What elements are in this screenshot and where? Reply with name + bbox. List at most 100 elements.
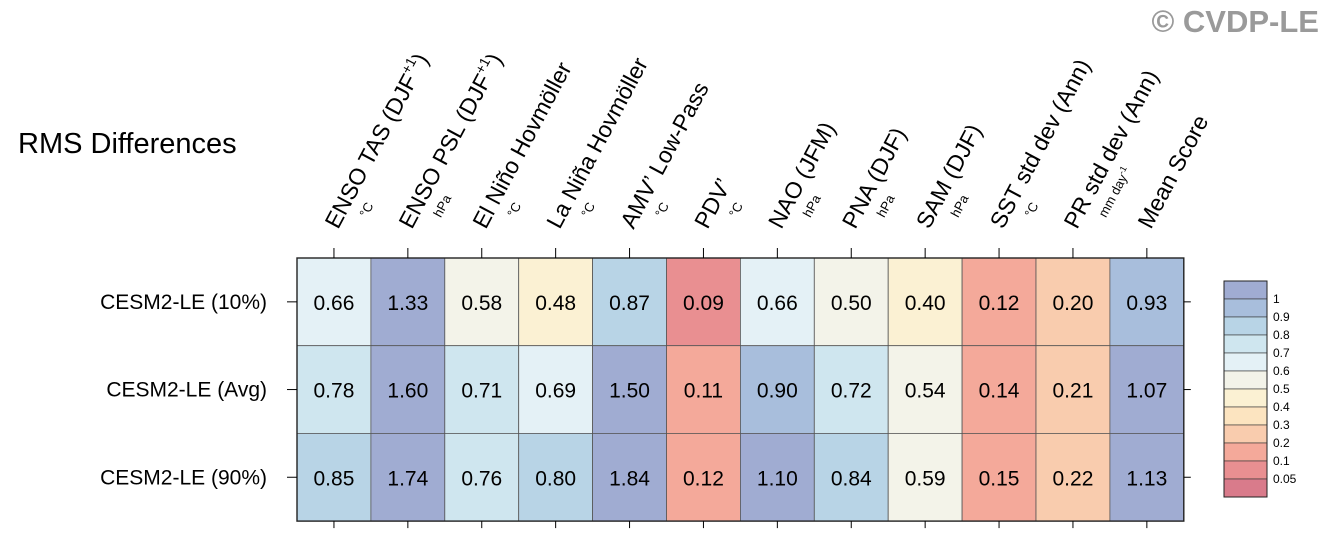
cell-value: 0.22: [1053, 467, 1094, 490]
heatmap-cell: [370, 432, 446, 522]
cell-value: 0.12: [979, 292, 1020, 315]
cell-value: 1.60: [387, 380, 428, 403]
cell-value: 1.07: [1126, 380, 1167, 403]
cell-value: 0.58: [461, 292, 502, 315]
colorbar-tick-label: 0.7: [1273, 346, 1290, 360]
heatmap-cell: [1109, 257, 1185, 347]
cell-value: 0.90: [757, 380, 798, 403]
cell-value: 0.20: [1053, 292, 1094, 315]
cell-value: 0.93: [1126, 292, 1167, 315]
heatmap-cell: [444, 432, 520, 522]
cell-value: 0.14: [979, 380, 1020, 403]
cell-value: 1.50: [609, 380, 650, 403]
cell-value: 0.50: [831, 292, 872, 315]
cell-value: 0.21: [1053, 380, 1094, 403]
column-unit: °C: [1021, 200, 1041, 220]
cell-value: 0.11: [684, 380, 723, 403]
chart-title: RMS Differences: [18, 128, 237, 160]
cell-value: 0.59: [905, 467, 946, 490]
colorbar-tick-label: 0.1: [1273, 454, 1290, 468]
cell-value: 0.66: [757, 292, 798, 315]
heatmap-cell: [592, 345, 667, 434]
colorbar-segment: [1223, 406, 1268, 426]
cell-value: 1.10: [757, 467, 798, 490]
cell-value: 1.84: [609, 467, 650, 490]
colorbar-segment: [1223, 442, 1268, 462]
colorbar-segment: [1223, 370, 1268, 390]
colorbar-segment: [1223, 460, 1268, 480]
axis-ticks: [287, 248, 1191, 529]
colorbar-tick-label: 0.5: [1273, 382, 1290, 396]
copyright-watermark: © CVDP-LE: [1151, 4, 1319, 39]
heatmap-cells: 0.66 1.33 0.58 0.48 0.87 0.09 0.66 0.50 0.40 0.12…: [296, 257, 1185, 522]
heatmap-cell: [370, 345, 446, 434]
column-name: PNA (DJF): [837, 123, 912, 232]
heatmap-cell: [296, 345, 372, 434]
heatmap-cell: [666, 345, 741, 434]
heatmap-cell: [666, 432, 741, 522]
colorbar-segment: [1223, 352, 1268, 372]
colorbar-tick-label: 0.2: [1273, 436, 1290, 450]
column-unit: °C: [504, 200, 524, 220]
heatmap-cell: [813, 432, 889, 522]
colorbar-segment: [1223, 424, 1268, 444]
cell-value: 0.87: [609, 292, 650, 315]
colorbar-border: [1223, 280, 1268, 498]
column-name: NAO (JFM): [763, 117, 841, 232]
heatmap-cell: [1109, 432, 1185, 522]
row-label: CESM2-LE (Avg): [106, 379, 267, 402]
cell-value: 0.78: [314, 380, 355, 403]
heatmap-cell: [444, 257, 520, 347]
heatmap-cell: [1109, 345, 1185, 434]
heatmap-cell: [813, 345, 889, 434]
cell-value: 0.71: [461, 380, 502, 403]
cell-value: 1.33: [387, 292, 428, 315]
heatmap-cell: [740, 257, 815, 347]
cell-value: 0.54: [905, 380, 946, 403]
colorbar-segment: [1223, 478, 1268, 498]
heatmap-cell: [592, 257, 667, 347]
column-name: Mean Score: [1132, 111, 1213, 233]
cell-value: 0.66: [314, 292, 355, 315]
column-unit: °C: [726, 200, 746, 220]
column-labels: ENSO TAS (DJF+1)°C ENSO PSL (DJF+1)hPa El …: [319, 49, 1213, 233]
heatmap-cell: [1035, 257, 1111, 347]
cell-value: 0.72: [831, 380, 872, 403]
cell-value: 1.74: [387, 467, 428, 490]
column-label: Mean Score: [1132, 111, 1213, 233]
colorbar-tick-label: 1: [1273, 292, 1280, 306]
column-unit: °C: [356, 200, 376, 220]
heatmap-cell: [887, 432, 963, 522]
colorbar-segment: [1223, 316, 1268, 336]
cell-value: 0.40: [905, 292, 946, 315]
row-labels: CESM2-LE (10%) CESM2-LE (Avg) CESM2-LE (90…: [100, 291, 267, 489]
cell-value: 0.09: [683, 292, 724, 315]
colorbar-tick-label: 0.4: [1273, 400, 1290, 414]
heatmap-cell: [740, 432, 815, 522]
heatmap-cell: [1035, 345, 1111, 434]
column-label: SST std dev (Ann)°C: [985, 55, 1096, 233]
cell-value: 0.80: [535, 467, 576, 490]
column-unit: °C: [578, 200, 598, 220]
cell-value: 0.76: [461, 467, 502, 490]
column-unit: °C: [652, 200, 672, 220]
colorbar-segment: [1223, 334, 1268, 354]
heatmap-cell: [813, 257, 889, 347]
heatmap-cell: [666, 257, 741, 347]
colorbar-segment: [1223, 298, 1268, 318]
colorbar-tick-label: 0.8: [1273, 328, 1290, 342]
column-label: PNA (DJF)hPa: [837, 123, 912, 232]
colorbar-tick-label: 0.05: [1273, 472, 1297, 486]
cell-value: 0.12: [683, 467, 724, 490]
cell-value: 0.84: [831, 467, 872, 490]
heatmap-cell: [961, 257, 1037, 347]
colorbar-tick-label: 0.9: [1273, 310, 1290, 324]
column-name: PDV’: [689, 174, 737, 232]
heatmap-cell: [296, 432, 372, 522]
cell-value: 1.13: [1126, 467, 1167, 490]
heatmap-cell: [961, 432, 1037, 522]
row-label: CESM2-LE (10%): [100, 291, 267, 314]
cell-value: 0.48: [535, 292, 576, 315]
colorbar-segment: [1223, 280, 1268, 300]
